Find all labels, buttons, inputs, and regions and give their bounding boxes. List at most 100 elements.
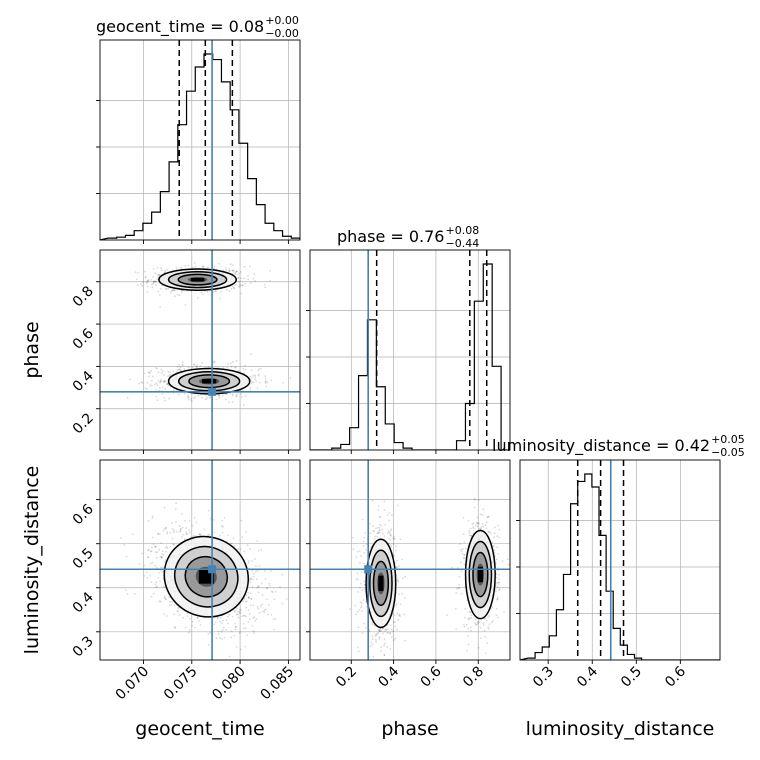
- sample-point: [233, 545, 236, 548]
- sample-point: [232, 270, 235, 273]
- sample-point: [471, 523, 474, 526]
- sample-point: [253, 632, 255, 635]
- sample-point: [156, 266, 159, 269]
- sample-point: [233, 269, 235, 272]
- sample-point: [495, 576, 498, 579]
- sample-point: [253, 273, 256, 276]
- sample-point: [361, 632, 364, 635]
- sample-point: [146, 279, 149, 282]
- sample-point: [233, 611, 236, 613]
- x-tick-label: 0.080: [209, 664, 249, 704]
- sample-point: [160, 372, 163, 375]
- sample-point: [209, 517, 212, 520]
- sample-point: [213, 518, 215, 521]
- sample-point: [227, 362, 229, 365]
- sample-point: [167, 596, 170, 599]
- y-axis-label-phase: phase: [21, 321, 43, 378]
- sample-point: [357, 646, 360, 649]
- sample-point: [162, 529, 165, 532]
- sample-point: [196, 364, 198, 367]
- sample-point: [188, 529, 191, 532]
- sample-point: [477, 620, 480, 623]
- sample-point: [156, 278, 158, 281]
- sample-point: [249, 581, 252, 584]
- sample-point: [144, 276, 147, 279]
- density-peak: [378, 575, 384, 592]
- sample-point: [377, 509, 380, 511]
- sample-point: [204, 398, 207, 401]
- sample-point: [488, 530, 491, 533]
- x-tick-label: 0.4: [375, 663, 402, 690]
- sample-point: [168, 604, 171, 607]
- sample-point: [360, 605, 363, 607]
- sample-point: [261, 661, 263, 663]
- sample-point: [492, 545, 495, 548]
- sample-point: [245, 615, 248, 618]
- sample-point: [233, 287, 236, 289]
- sample-point: [242, 614, 245, 617]
- sample-point: [479, 527, 482, 530]
- sample-point: [362, 540, 365, 543]
- sample-point: [264, 286, 266, 289]
- sample-point: [258, 565, 261, 568]
- sample-point: [158, 548, 161, 551]
- sample-point: [164, 560, 166, 563]
- sample-point: [244, 395, 247, 398]
- sample-point: [255, 380, 258, 383]
- sample-point: [156, 551, 158, 554]
- sample-point: [378, 636, 381, 639]
- sample-point: [357, 591, 360, 593]
- sample-point: [376, 532, 379, 535]
- sample-point: [162, 374, 165, 376]
- sample-point: [458, 575, 461, 578]
- sample-point: [234, 628, 237, 631]
- sample-point: [123, 544, 126, 546]
- sample-point: [383, 500, 386, 503]
- sample-point: [240, 270, 242, 273]
- sample-point: [390, 528, 393, 531]
- sample-point: [236, 613, 239, 616]
- sample-point: [163, 528, 166, 530]
- sample-point: [158, 389, 161, 392]
- sample-point: [486, 642, 489, 644]
- sample-point: [256, 569, 259, 572]
- sample-point: [251, 381, 253, 384]
- sample-point: [172, 543, 175, 546]
- sample-point: [397, 619, 400, 621]
- sample-point: [138, 563, 141, 565]
- sample-point: [166, 531, 169, 533]
- sample-point: [237, 276, 240, 279]
- sample-point: [151, 546, 153, 549]
- x-tick-label: 0.4: [574, 663, 601, 690]
- sample-point: [478, 621, 481, 624]
- x-tick-label: 0.075: [161, 664, 201, 704]
- sample-point: [146, 388, 148, 390]
- sample-point: [243, 277, 245, 280]
- sample-point: [163, 595, 166, 598]
- sample-point: [469, 534, 472, 537]
- sample-point: [256, 540, 259, 543]
- sample-point: [151, 283, 153, 286]
- sample-point: [393, 621, 396, 623]
- sample-point: [166, 383, 169, 385]
- sample-point: [222, 525, 224, 528]
- sample-point: [250, 560, 253, 562]
- sample-point: [469, 611, 472, 614]
- sample-point: [372, 655, 375, 658]
- sample-point: [492, 544, 495, 547]
- sample-point: [386, 628, 389, 631]
- sample-point: [234, 272, 237, 274]
- sample-point: [207, 643, 210, 646]
- sample-point: [209, 396, 211, 399]
- sample-point: [463, 556, 465, 559]
- sample-point: [167, 287, 170, 290]
- sample-point: [396, 504, 399, 507]
- sample-point: [496, 586, 499, 588]
- sample-point: [360, 602, 363, 605]
- panel-frame: [519, 459, 721, 661]
- sample-point: [212, 361, 215, 364]
- x-tick-label: 0.070: [113, 664, 153, 704]
- sample-point: [219, 637, 222, 640]
- sample-point: [257, 374, 260, 377]
- title-phase-minus: −0.44: [445, 237, 479, 250]
